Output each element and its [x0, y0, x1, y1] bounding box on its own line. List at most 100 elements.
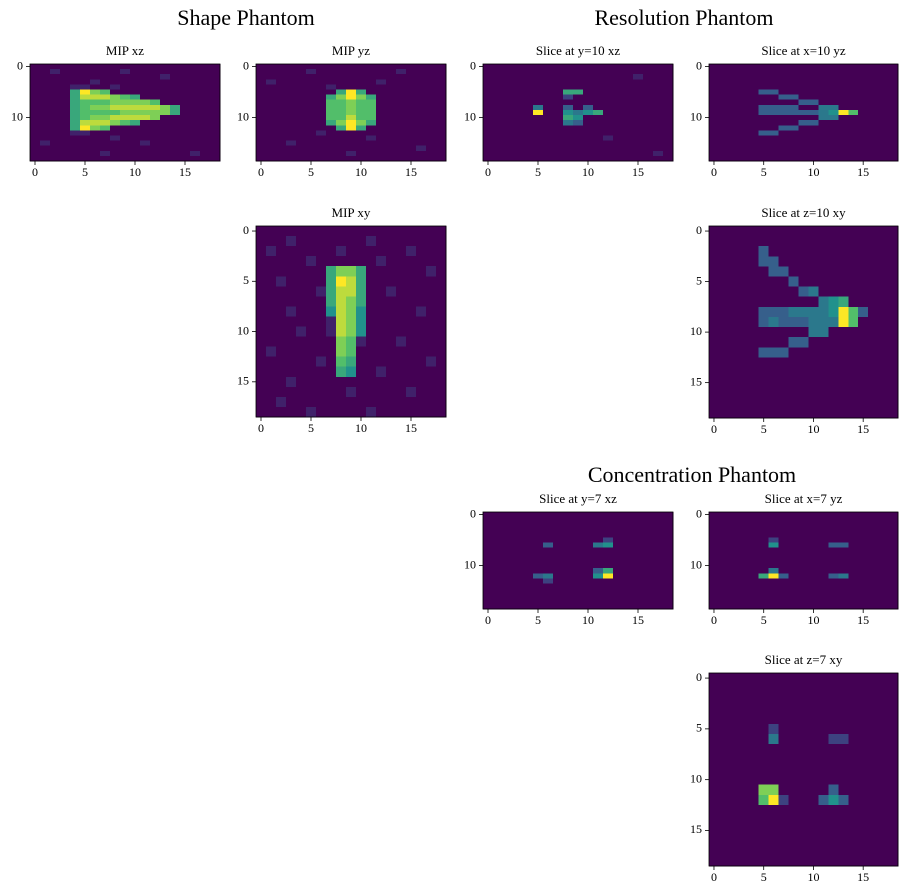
heatmap-cell: [729, 146, 739, 151]
heatmap-cell: [719, 724, 729, 734]
heatmap-cell: [386, 367, 396, 377]
heatmap-cell: [643, 115, 653, 120]
heatmap-cell: [848, 512, 858, 517]
heatmap-cell: [120, 90, 130, 95]
heatmap-cell: [729, 388, 739, 398]
heatmap-cell: [386, 105, 396, 110]
heatmap-cell: [200, 79, 210, 84]
heatmap-cell: [60, 115, 70, 120]
heatmap-cell: [739, 754, 749, 764]
heatmap-cell: [346, 141, 356, 146]
heatmap-cell: [563, 578, 573, 583]
heatmap-cell: [583, 84, 593, 89]
heatmap-cell: [779, 517, 789, 522]
heatmap-cell: [643, 135, 653, 140]
heatmap-cell: [719, 388, 729, 398]
heatmap-cell: [789, 125, 799, 130]
heatmap-cell: [868, 307, 878, 317]
heatmap-cell: [366, 105, 376, 110]
heatmap-cell: [828, 538, 838, 543]
heatmap-cell: [543, 594, 553, 599]
heatmap-cell: [396, 276, 406, 286]
heatmap-cell: [878, 398, 888, 408]
heatmap-cell: [779, 297, 789, 307]
heatmap-cell: [643, 538, 653, 543]
heatmap-cell: [799, 573, 809, 578]
heatmap-cell: [296, 306, 306, 316]
heatmap-cell: [386, 256, 396, 266]
heatmap-cell: [266, 226, 276, 236]
heatmap-cell: [848, 744, 858, 754]
heatmap-cell: [553, 125, 563, 130]
heatmap-cell: [623, 125, 633, 130]
heatmap-cell: [633, 64, 643, 69]
heatmap-cell: [70, 125, 80, 130]
heatmap-cell: [838, 69, 848, 74]
heatmap-cell: [769, 95, 779, 100]
heatmap-cell: [256, 347, 266, 357]
heatmap-cell: [868, 327, 878, 337]
heatmap-cell: [30, 84, 40, 89]
heatmap-cell: [436, 110, 446, 115]
heatmap-cell: [818, 398, 828, 408]
heatmap-cell: [346, 146, 356, 151]
heatmap-cell: [386, 357, 396, 367]
heatmap-cell: [583, 100, 593, 105]
heatmap-cell: [739, 74, 749, 79]
heatmap-cell: [120, 120, 130, 125]
heatmap-cell: [739, 553, 749, 558]
heatmap-cell: [779, 141, 789, 146]
heatmap-cell: [749, 703, 759, 713]
heatmap-cell: [503, 79, 513, 84]
heatmap-cell: [276, 125, 286, 130]
heatmap-cell: [286, 226, 296, 236]
heatmap-cell: [286, 120, 296, 125]
heatmap-cell: [406, 256, 416, 266]
heatmap-cell: [858, 226, 868, 236]
heatmap-cell: [838, 836, 848, 846]
heatmap-cell: [100, 115, 110, 120]
heatmap-cell: [346, 151, 356, 156]
heatmap-cell: [583, 558, 593, 563]
heatmap-cell: [90, 110, 100, 115]
heatmap-cell: [503, 568, 513, 573]
heatmap-cell: [30, 130, 40, 135]
heatmap-cell: [210, 84, 220, 89]
x-tick-label: 5: [308, 421, 314, 435]
heatmap-cell: [306, 141, 316, 146]
heatmap-cell: [808, 599, 818, 604]
heatmap-cell: [749, 79, 759, 84]
heatmap-cell: [170, 105, 180, 110]
heatmap-cell: [779, 100, 789, 105]
heatmap-cell: [789, 553, 799, 558]
heatmap-cell: [749, 836, 759, 846]
heatmap-cell: [868, 543, 878, 548]
heatmap-cell: [818, 795, 828, 805]
heatmap-cell: [789, 378, 799, 388]
heatmap-cell: [563, 548, 573, 553]
heatmap-cell: [759, 388, 769, 398]
heatmap-cell: [523, 553, 533, 558]
heatmap-cell: [789, 815, 799, 825]
heatmap-cell: [406, 100, 416, 105]
heatmap-cell: [729, 135, 739, 140]
heatmap-cell: [306, 146, 316, 151]
heatmap-cell: [749, 256, 759, 266]
heatmap-cell: [643, 151, 653, 156]
heatmap-cell: [483, 141, 493, 146]
heatmap-cell: [583, 69, 593, 74]
heatmap-cell: [523, 573, 533, 578]
heatmap-cell: [838, 795, 848, 805]
heatmap-cell: [858, 744, 868, 754]
heatmap-cell: [789, 754, 799, 764]
heatmap-cell: [100, 125, 110, 130]
heatmap-cell: [858, 115, 868, 120]
heatmap-cell: [306, 100, 316, 105]
heatmap-cell: [160, 95, 170, 100]
heatmap-cell: [493, 141, 503, 146]
heatmap-cell: [493, 79, 503, 84]
heatmap-cell: [868, 130, 878, 135]
heatmap-cell: [749, 568, 759, 573]
heatmap-cell: [749, 775, 759, 785]
heatmap-cell: [828, 79, 838, 84]
